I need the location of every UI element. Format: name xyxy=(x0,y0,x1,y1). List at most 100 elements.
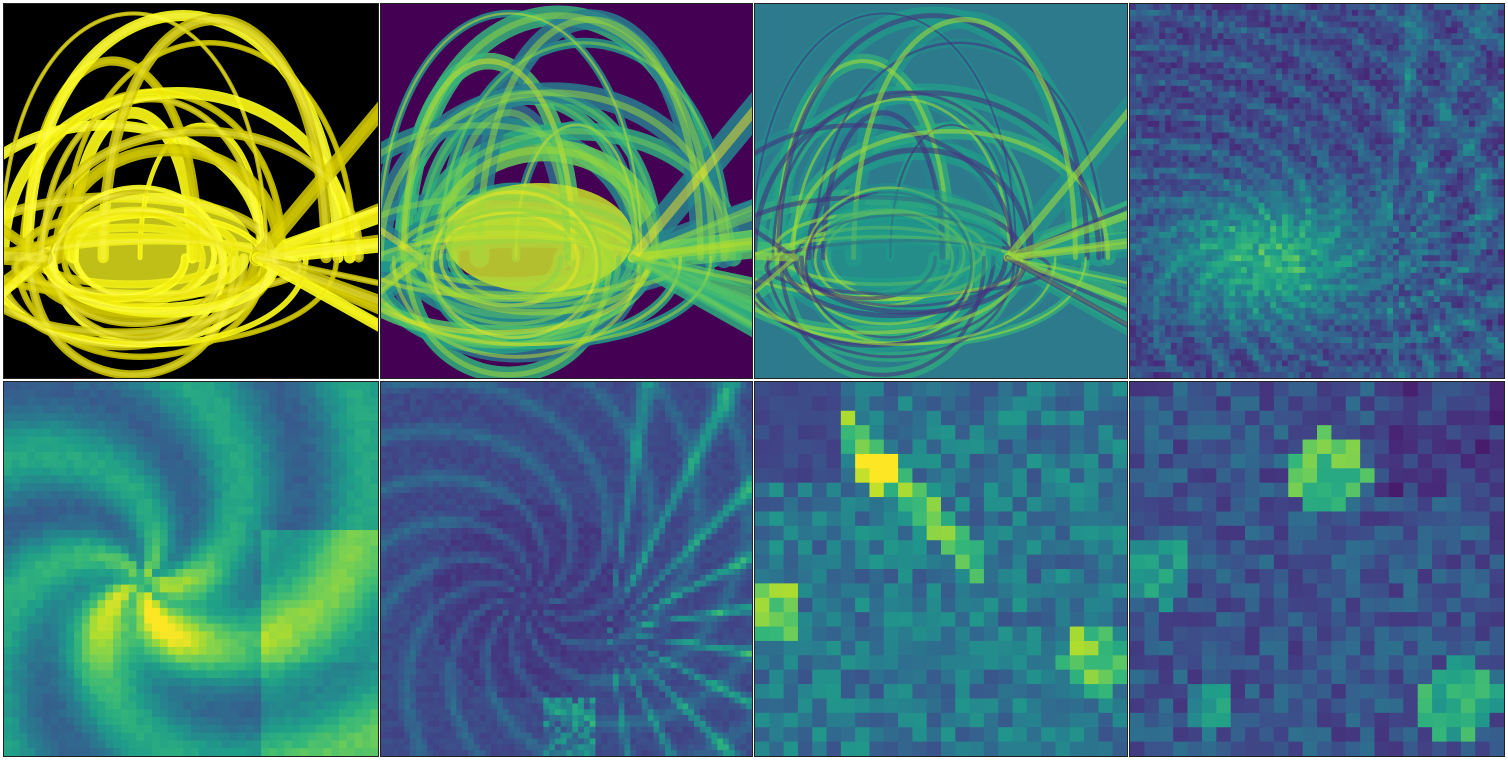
pixel-cell xyxy=(1147,85,1154,93)
pixel-cell xyxy=(1235,319,1242,327)
pixel-cell xyxy=(1375,126,1382,134)
pixel-cell xyxy=(183,382,192,391)
pixel-cell xyxy=(1363,284,1371,291)
pixel-cell xyxy=(1381,27,1388,34)
pixel-cell xyxy=(1229,191,1236,198)
pixel-cell xyxy=(1252,348,1260,356)
pixel-cell xyxy=(1398,161,1406,169)
pixel-cell xyxy=(362,467,371,477)
pixel-cell xyxy=(1246,284,1254,291)
pixel-cell xyxy=(1369,325,1377,332)
pixel-cell xyxy=(1311,179,1318,186)
pixel-cell xyxy=(1334,27,1341,34)
pixel-cell xyxy=(292,436,301,445)
pixel-cell xyxy=(105,428,114,438)
pixel-cell xyxy=(1381,15,1388,23)
pixel-cell xyxy=(370,428,378,438)
pixel-cell xyxy=(1468,138,1476,145)
pixel-cell xyxy=(1170,39,1178,46)
loop-stroke xyxy=(43,255,188,301)
pixel-cell xyxy=(1153,85,1160,93)
pixel-cell xyxy=(1352,313,1359,321)
pixel-cell xyxy=(159,382,169,391)
pixel-cell xyxy=(1457,74,1464,81)
pixel-cell xyxy=(1229,231,1236,239)
pixel-cell xyxy=(152,459,161,469)
pixel-cell xyxy=(1276,319,1283,327)
pixel-cell xyxy=(144,459,153,469)
pixel-cell xyxy=(1311,272,1318,280)
pixel-cell xyxy=(1211,56,1219,64)
pixel-cell xyxy=(1474,21,1482,28)
pixel-cell xyxy=(1457,33,1464,40)
pixel-cell xyxy=(1322,62,1330,69)
pixel-cell xyxy=(1474,296,1482,303)
pixel-cell xyxy=(1217,266,1225,274)
pixel-cell xyxy=(1194,290,1201,297)
pixel-cell xyxy=(1363,115,1371,122)
pixel-cell xyxy=(136,436,145,445)
pixel-cell xyxy=(1165,39,1172,46)
pixel-cell xyxy=(1486,115,1493,122)
pixel-cell xyxy=(1270,325,1277,332)
pixel-cell xyxy=(1398,21,1406,28)
pixel-cell xyxy=(1387,68,1394,75)
pixel-cell xyxy=(11,420,21,430)
pixel-cell xyxy=(4,420,13,430)
pixel-cell xyxy=(175,452,184,461)
pixel-cell xyxy=(1486,62,1493,69)
pixel-cell xyxy=(1492,372,1499,378)
pixel-cell xyxy=(1480,290,1488,297)
pixel-cell xyxy=(1439,33,1447,40)
pixel-cell xyxy=(1433,255,1441,262)
pixel-cell xyxy=(1416,68,1423,75)
pixel-cell xyxy=(191,389,200,399)
pixel-cell xyxy=(1428,15,1435,23)
pixel-cell xyxy=(1346,150,1353,157)
loop-stroke xyxy=(70,110,196,261)
pixel-cell xyxy=(1340,126,1347,134)
pixel-cell xyxy=(1375,191,1382,198)
pixel-cell xyxy=(1276,307,1283,315)
pixel-cell xyxy=(1165,138,1172,145)
pixel-cell xyxy=(1457,237,1464,245)
pixel-cell xyxy=(1188,167,1195,175)
pixel-cell xyxy=(1205,39,1213,46)
pixel-cell xyxy=(1235,307,1242,315)
pixel-cell xyxy=(1264,191,1271,198)
pixel-cell xyxy=(1317,132,1324,140)
pixel-cell xyxy=(1305,302,1312,309)
pixel-cell xyxy=(1381,202,1388,210)
pixel-cell xyxy=(1147,44,1154,52)
pixel-cell xyxy=(1159,196,1166,204)
pixel-cell xyxy=(1463,366,1470,373)
pixel-cell xyxy=(1404,120,1412,128)
pixel-cell xyxy=(1159,290,1166,297)
pixel-cell xyxy=(1369,237,1377,245)
pixel-cell xyxy=(1223,115,1230,122)
pixel-cell xyxy=(1153,372,1160,378)
pixel-cell xyxy=(1381,196,1388,204)
pixel-cell xyxy=(1299,354,1306,362)
pixel-cell xyxy=(276,420,286,430)
pixel-cell xyxy=(1311,337,1318,344)
pixel-cell xyxy=(1363,196,1371,204)
pixel-cell xyxy=(1387,337,1394,344)
pixel-cell xyxy=(1486,319,1493,327)
pixel-cell xyxy=(1492,126,1499,134)
pixel-cell xyxy=(1387,226,1394,233)
pixel-cell xyxy=(1135,313,1143,321)
pixel-cell xyxy=(1416,214,1423,221)
pixel-cell xyxy=(1135,62,1143,69)
pixel-cell xyxy=(1141,15,1149,23)
pixel-cell xyxy=(1176,366,1184,373)
pixel-cell xyxy=(1445,167,1453,175)
pixel-cell xyxy=(1328,68,1336,75)
pixel-cell xyxy=(1229,15,1236,23)
pixel-cell xyxy=(1381,79,1388,87)
pixel-cell xyxy=(1241,62,1248,69)
pixel-cell xyxy=(1147,167,1154,175)
pixel-cell xyxy=(1293,231,1301,239)
pixel-cell xyxy=(1270,208,1277,215)
pixel-cell xyxy=(1468,360,1476,367)
